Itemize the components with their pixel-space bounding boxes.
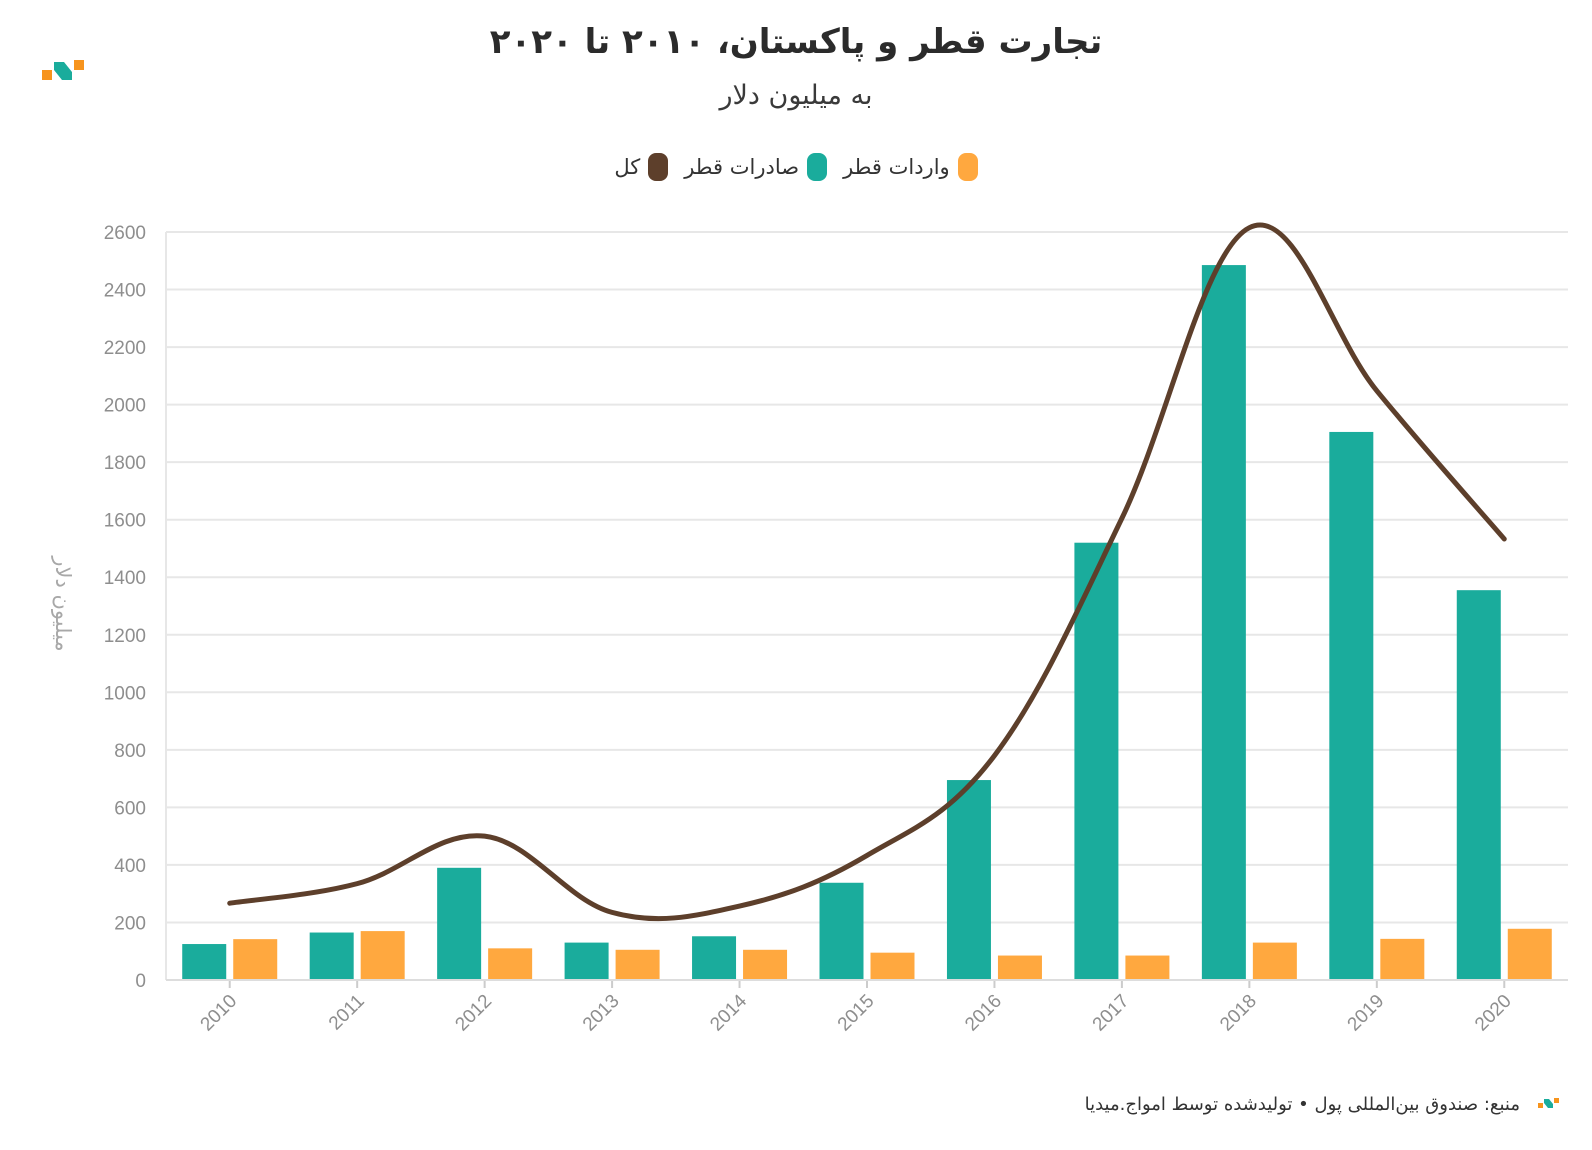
bar-imports-2013 bbox=[615, 949, 660, 980]
legend-label-total: کل bbox=[614, 155, 641, 179]
y-tick-label: 2000 bbox=[104, 396, 146, 417]
x-tick-label: 2017 bbox=[1089, 991, 1134, 1036]
chart-subtitle: به میلیون دلار bbox=[719, 80, 873, 111]
legend-swatch-exports bbox=[807, 153, 828, 181]
bar-exports-2017 bbox=[1074, 542, 1119, 980]
x-tick-label: 2014 bbox=[706, 990, 751, 1035]
brand-logo-orange-square bbox=[42, 70, 52, 80]
x-tick-label: 2011 bbox=[325, 991, 369, 1035]
bar-exports-2014 bbox=[692, 936, 737, 980]
bar-imports-2010 bbox=[233, 939, 278, 980]
x-tick-label: 2013 bbox=[579, 991, 624, 1036]
x-tick-label: 2018 bbox=[1216, 991, 1261, 1036]
bar-imports-2018 bbox=[1252, 942, 1297, 980]
y-tick-label: 800 bbox=[114, 741, 146, 762]
bar-imports-2020 bbox=[1507, 928, 1552, 980]
y-tick-label: 1400 bbox=[104, 568, 146, 589]
x-tick-label: 2010 bbox=[197, 991, 242, 1036]
bar-exports-2011 bbox=[309, 932, 354, 980]
y-tick-label: 1800 bbox=[104, 453, 146, 474]
bar-imports-2016 bbox=[997, 955, 1042, 980]
y-tick-label: 2400 bbox=[104, 281, 146, 302]
legend: واردات قطر صادرات قطر کل bbox=[0, 153, 1592, 181]
y-tick-label: 400 bbox=[114, 856, 146, 877]
legend-item-total[interactable]: کل bbox=[614, 153, 669, 181]
y-tick-label: 1000 bbox=[104, 683, 146, 704]
bar-exports-2019 bbox=[1329, 431, 1374, 980]
bar-exports-2015 bbox=[819, 882, 864, 980]
brand-logo-small-orange-square-2 bbox=[1554, 1098, 1559, 1103]
source-note: منبع: صندوق بین‌المللی پول • تولیدشده تو… bbox=[1084, 1094, 1520, 1115]
brand-logo-small-icon bbox=[1538, 1098, 1559, 1108]
bar-exports-2010 bbox=[182, 944, 227, 980]
y-tick-label: 1200 bbox=[104, 626, 146, 647]
y-tick-label: 0 bbox=[135, 971, 146, 992]
legend-swatch-total bbox=[648, 153, 669, 181]
y-axis-label: میلیون دلار bbox=[51, 555, 75, 651]
brand-logo-orange-square-2 bbox=[74, 60, 84, 70]
x-tick-label: 2015 bbox=[834, 991, 879, 1036]
bar-imports-2015 bbox=[870, 952, 915, 980]
legend-item-imports[interactable]: واردات قطر bbox=[843, 153, 978, 181]
x-tick-label: 2012 bbox=[451, 991, 496, 1036]
bar-imports-2017 bbox=[1125, 955, 1170, 980]
brand-logo-icon bbox=[42, 60, 84, 80]
bar-exports-2020 bbox=[1456, 590, 1501, 980]
bar-exports-2018 bbox=[1201, 265, 1246, 981]
x-tick-label: 2016 bbox=[961, 991, 1006, 1036]
y-tick-label: 600 bbox=[114, 798, 146, 819]
chart-title: تجارت قطر و پاکستان، ۲۰۱۰ تا ۲۰۲۰ bbox=[489, 22, 1103, 62]
bar-imports-2012 bbox=[488, 948, 533, 980]
bar-imports-2014 bbox=[743, 949, 788, 980]
line-total bbox=[227, 222, 1507, 922]
legend-label-imports: واردات قطر bbox=[843, 155, 950, 179]
legend-label-exports: صادرات قطر bbox=[684, 155, 800, 179]
bar-exports-2016 bbox=[946, 780, 991, 980]
x-tick-label: 2019 bbox=[1344, 991, 1389, 1036]
brand-logo-small-teal-shape bbox=[1544, 1099, 1553, 1108]
y-tick-label: 1600 bbox=[104, 511, 146, 532]
brand-logo-teal-shape bbox=[54, 62, 72, 80]
y-tick-label: 2200 bbox=[104, 338, 146, 359]
y-tick-label: 2600 bbox=[104, 223, 146, 244]
y-tick-label: 200 bbox=[114, 913, 146, 934]
legend-item-exports[interactable]: صادرات قطر bbox=[684, 153, 828, 181]
brand-logo-small-orange-square bbox=[1538, 1103, 1543, 1108]
bar-exports-2013 bbox=[564, 942, 609, 980]
bar-imports-2019 bbox=[1380, 938, 1425, 980]
x-tick-label: 2020 bbox=[1471, 991, 1516, 1036]
bar-exports-2012 bbox=[437, 867, 482, 980]
bar-imports-2011 bbox=[360, 931, 405, 980]
legend-swatch-imports bbox=[957, 153, 978, 181]
